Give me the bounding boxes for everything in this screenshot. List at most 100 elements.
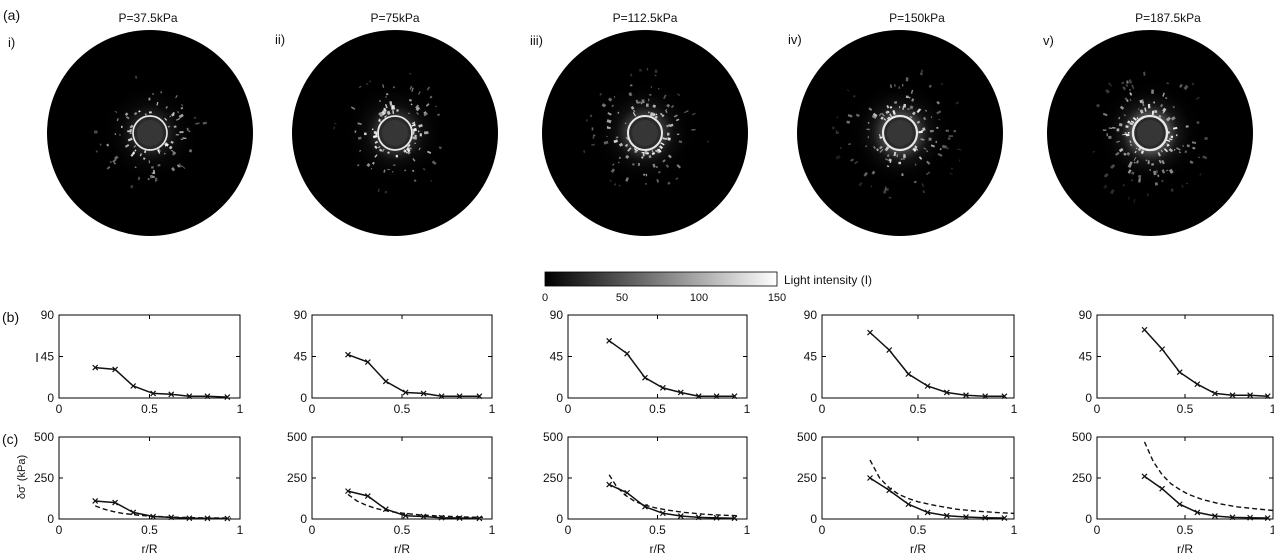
- data-point: [224, 394, 231, 401]
- y-tick-label: 90: [294, 308, 308, 322]
- x-tick-label: 1: [744, 523, 751, 537]
- y-tick-label: 500: [1072, 430, 1092, 444]
- disk-panel-1: P=37.5kPa i): [8, 11, 253, 236]
- panel-title: P=37.5kPa: [118, 11, 177, 25]
- x-tick-label: 0.5: [394, 402, 411, 416]
- data-point: [224, 515, 231, 522]
- x-tick-label: 1: [1011, 402, 1018, 416]
- data-point: [606, 337, 613, 344]
- panel-roman-label: i): [8, 35, 15, 50]
- data-point: [695, 393, 702, 400]
- fringe-speckles: [94, 75, 207, 189]
- measured-line: [608, 340, 735, 397]
- axes-box: [821, 314, 1015, 399]
- y-tick-label: 90: [41, 308, 55, 322]
- x-tick-label: 0.5: [649, 523, 666, 537]
- axes-box: [311, 436, 493, 520]
- y-tick-label: 90: [550, 308, 564, 322]
- colorbar: Light intensity (I) 0 50 100 150: [542, 271, 872, 304]
- data-point: [677, 513, 684, 519]
- model-curve: [94, 505, 231, 519]
- y-tick-label: 45: [1079, 350, 1093, 364]
- measured-line: [347, 353, 480, 397]
- data-point: [1211, 390, 1218, 397]
- data-point: [905, 371, 912, 377]
- x-tick-label: 0: [1094, 402, 1101, 416]
- y-tick-label: 0: [1085, 391, 1092, 405]
- model-curve: [608, 474, 739, 517]
- y-tick-label: 90: [1079, 308, 1093, 322]
- ylabel-intensity: I: [35, 350, 39, 365]
- fringe-speckles: [583, 67, 709, 187]
- data-point: [1264, 515, 1271, 521]
- axes-box: [58, 436, 241, 520]
- y-tick-label: 250: [287, 471, 307, 485]
- axes-box: [1096, 436, 1274, 520]
- data-point: [1264, 393, 1271, 400]
- x-tick-label: 0: [56, 523, 63, 537]
- x-tick-label: 1: [489, 402, 496, 416]
- disk-images-row: P=37.5kPa i) P=75kPa ii) P=112.5kPa iii) P=150…: [8, 11, 1253, 236]
- y-tick-label: 500: [797, 430, 817, 444]
- y-tick-label: 0: [810, 391, 817, 405]
- plot-c-2: 0 250 500 0 0.5 1 r/R: [287, 430, 496, 556]
- data-point: [150, 390, 157, 397]
- disk-panel-3: P=112.5kPa iii): [530, 11, 748, 236]
- y-tick-label: 45: [550, 350, 564, 364]
- data-point: [677, 389, 684, 396]
- data-point: [659, 510, 666, 517]
- measured-line: [95, 366, 228, 398]
- x-tick-label: 0: [309, 402, 316, 416]
- x-tick-label: 0.5: [910, 402, 927, 416]
- data-point: [186, 393, 193, 400]
- x-tick-label: 0.5: [910, 523, 927, 537]
- panel-roman-label: iii): [530, 33, 543, 48]
- data-point: [402, 389, 409, 396]
- x-axis-label: r/R: [394, 542, 410, 556]
- data-point: [695, 514, 702, 521]
- data-point: [924, 383, 931, 389]
- data-point: [867, 475, 873, 481]
- row-label-c: (c): [2, 431, 18, 447]
- data-point: [1229, 514, 1236, 521]
- axes-box: [311, 314, 493, 399]
- data-point: [731, 393, 738, 400]
- panel-title: P=112.5kPa: [613, 11, 678, 25]
- data-point: [606, 481, 613, 488]
- y-tick-label: 250: [797, 471, 817, 485]
- plot-b-3: 0 45 90 0 0.5 1: [550, 308, 751, 416]
- data-point: [168, 391, 175, 398]
- colorbar-tick-150: 150: [768, 292, 786, 304]
- data-point: [1194, 509, 1201, 516]
- colorbar-gradient: [544, 271, 778, 287]
- fringe-speckles: [832, 69, 962, 199]
- y-tick-label: 0: [556, 512, 563, 526]
- measured-line: [869, 477, 1005, 519]
- data-point: [168, 514, 175, 521]
- disk-panel-4: P=150kPa iv): [788, 11, 1003, 236]
- plot-b-2: 0 45 90 0 0.5 1: [294, 308, 496, 416]
- data-point: [420, 390, 427, 397]
- row-label-b: (b): [2, 309, 19, 325]
- y-tick-label: 0: [300, 391, 307, 405]
- colorbar-tick-0: 0: [542, 292, 548, 304]
- measured-line: [608, 483, 735, 519]
- axes-box: [567, 436, 748, 520]
- colorbar-label: Light intensity (I): [784, 273, 872, 287]
- x-tick-label: 0: [819, 523, 826, 537]
- x-tick-label: 0: [565, 523, 572, 537]
- data-point: [1159, 346, 1166, 353]
- data-point: [402, 512, 409, 519]
- colorbar-tick-100: 100: [690, 292, 708, 304]
- x-tick-label: 0: [819, 402, 826, 416]
- x-tick-label: 0: [565, 402, 572, 416]
- x-axis-label: r/R: [1177, 542, 1193, 556]
- data-point: [943, 512, 950, 519]
- panel-title: P=150kPa: [889, 11, 945, 25]
- panel-title: P=75kPa: [370, 11, 419, 25]
- data-point: [364, 493, 371, 499]
- model-curve: [869, 459, 1015, 515]
- colorbar-tick-50: 50: [616, 292, 628, 304]
- y-tick-label: 0: [47, 512, 54, 526]
- data-point: [624, 350, 630, 357]
